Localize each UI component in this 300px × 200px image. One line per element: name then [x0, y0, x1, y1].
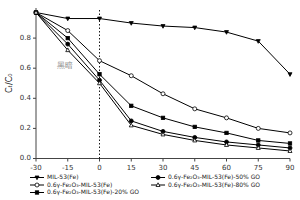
series-line	[36, 13, 290, 148]
legend-marker	[156, 176, 160, 180]
legend-entry: MIL-53(Fe)	[30, 173, 78, 180]
y-tick-label: 0.6	[20, 64, 32, 72]
legend-marker	[35, 176, 39, 180]
series-line	[36, 13, 290, 144]
point	[225, 143, 229, 147]
y-tick-label: 0.4	[20, 94, 32, 102]
legend: MIL-53(Fe)0.6γ-Fe₂O₃-MIL-53(Fe)0.6γ-Fe₂O…	[30, 173, 260, 196]
axes: -30 -15 0 15 30 45 60 75 90 0.0 0.2 0.4 0.6 0.8	[20, 8, 295, 172]
x-tick-label: 60	[222, 164, 231, 172]
x-tick-label: 30	[159, 164, 168, 172]
x-tick-label: 90	[286, 164, 295, 172]
point	[161, 132, 165, 136]
x-tick	[226, 159, 227, 162]
x-tick	[194, 159, 195, 162]
x-tick	[67, 159, 68, 162]
series-line	[36, 13, 290, 151]
point	[98, 59, 102, 63]
point	[98, 17, 102, 21]
point	[129, 123, 133, 127]
point	[288, 149, 292, 153]
point	[193, 138, 197, 142]
annotation: 黑暗	[57, 61, 73, 70]
x-tick	[131, 159, 132, 162]
y-tick-label: 0.0	[20, 154, 31, 162]
chart: -30 -15 0 15 30 45 60 75 90 0.0 0.2 0.4 0.6 0.8 Cₜ/C₀ 黑…	[0, 0, 300, 200]
y-axis-label: Cₜ/C₀	[5, 74, 14, 93]
legend-label: 0.6γ-Fe₂O₃-MIL-53(Fe)-80% GO	[168, 181, 260, 189]
point	[130, 104, 133, 107]
legend-marker	[35, 183, 39, 187]
point	[161, 116, 164, 119]
legend-entry: 0.6γ-Fe₂O₃-MIL-53(Fe)-20% GO	[30, 188, 139, 196]
x-tick	[290, 159, 291, 162]
point	[257, 139, 260, 142]
y-tick-label: 0.8	[20, 34, 31, 42]
point	[193, 26, 197, 30]
x-tick-label: -30	[30, 164, 41, 172]
point	[66, 42, 70, 46]
y-tick	[33, 128, 36, 129]
series-line	[36, 13, 290, 133]
y-tick-label: 0.2	[20, 124, 31, 132]
point	[288, 142, 291, 145]
series	[34, 10, 292, 152]
point	[225, 131, 228, 134]
point	[193, 107, 197, 111]
point	[161, 92, 165, 96]
x-tick	[163, 159, 164, 162]
point	[129, 74, 133, 78]
x-tick-label: 75	[254, 164, 263, 172]
point	[256, 146, 260, 150]
point	[288, 73, 292, 77]
y-tick	[33, 158, 36, 159]
point	[98, 81, 102, 85]
point	[256, 126, 260, 130]
plot-area	[34, 8, 292, 159]
series-line	[36, 13, 290, 75]
point	[193, 125, 196, 128]
point	[66, 29, 70, 33]
point	[34, 11, 38, 15]
y-tick	[33, 98, 36, 99]
point	[66, 17, 70, 21]
x-tick-label: 15	[127, 164, 136, 172]
point	[129, 22, 133, 26]
x-tick-label: 45	[190, 164, 199, 172]
point	[34, 11, 37, 14]
legend-label: MIL-53(Fe)	[47, 173, 78, 180]
x-tick	[99, 159, 100, 162]
series	[34, 11, 292, 135]
legend-label: 0.6γ-Fe₂O₃-MIL-53(Fe)-20% GO	[47, 188, 139, 196]
y-tick	[33, 68, 36, 69]
point	[256, 40, 260, 44]
point	[34, 10, 38, 14]
legend-marker	[156, 183, 160, 187]
point	[66, 36, 69, 39]
point	[225, 31, 229, 35]
point	[225, 116, 229, 120]
point	[34, 11, 38, 15]
legend-entry: 0.6γ-Fe₂O₃-MIL-53(Fe)-80% GO	[151, 181, 260, 189]
point	[288, 131, 292, 135]
x-tick-label: -15	[62, 164, 73, 172]
point	[34, 11, 38, 15]
series	[34, 11, 291, 145]
series	[34, 11, 292, 150]
point	[66, 48, 70, 52]
legend-marker	[35, 191, 38, 194]
x-tick	[258, 159, 259, 162]
point	[129, 119, 133, 123]
point	[161, 25, 165, 29]
y-axis-line	[36, 8, 37, 159]
y-tick	[33, 38, 36, 39]
x-tick-label: 0	[97, 164, 101, 172]
point	[98, 73, 101, 76]
